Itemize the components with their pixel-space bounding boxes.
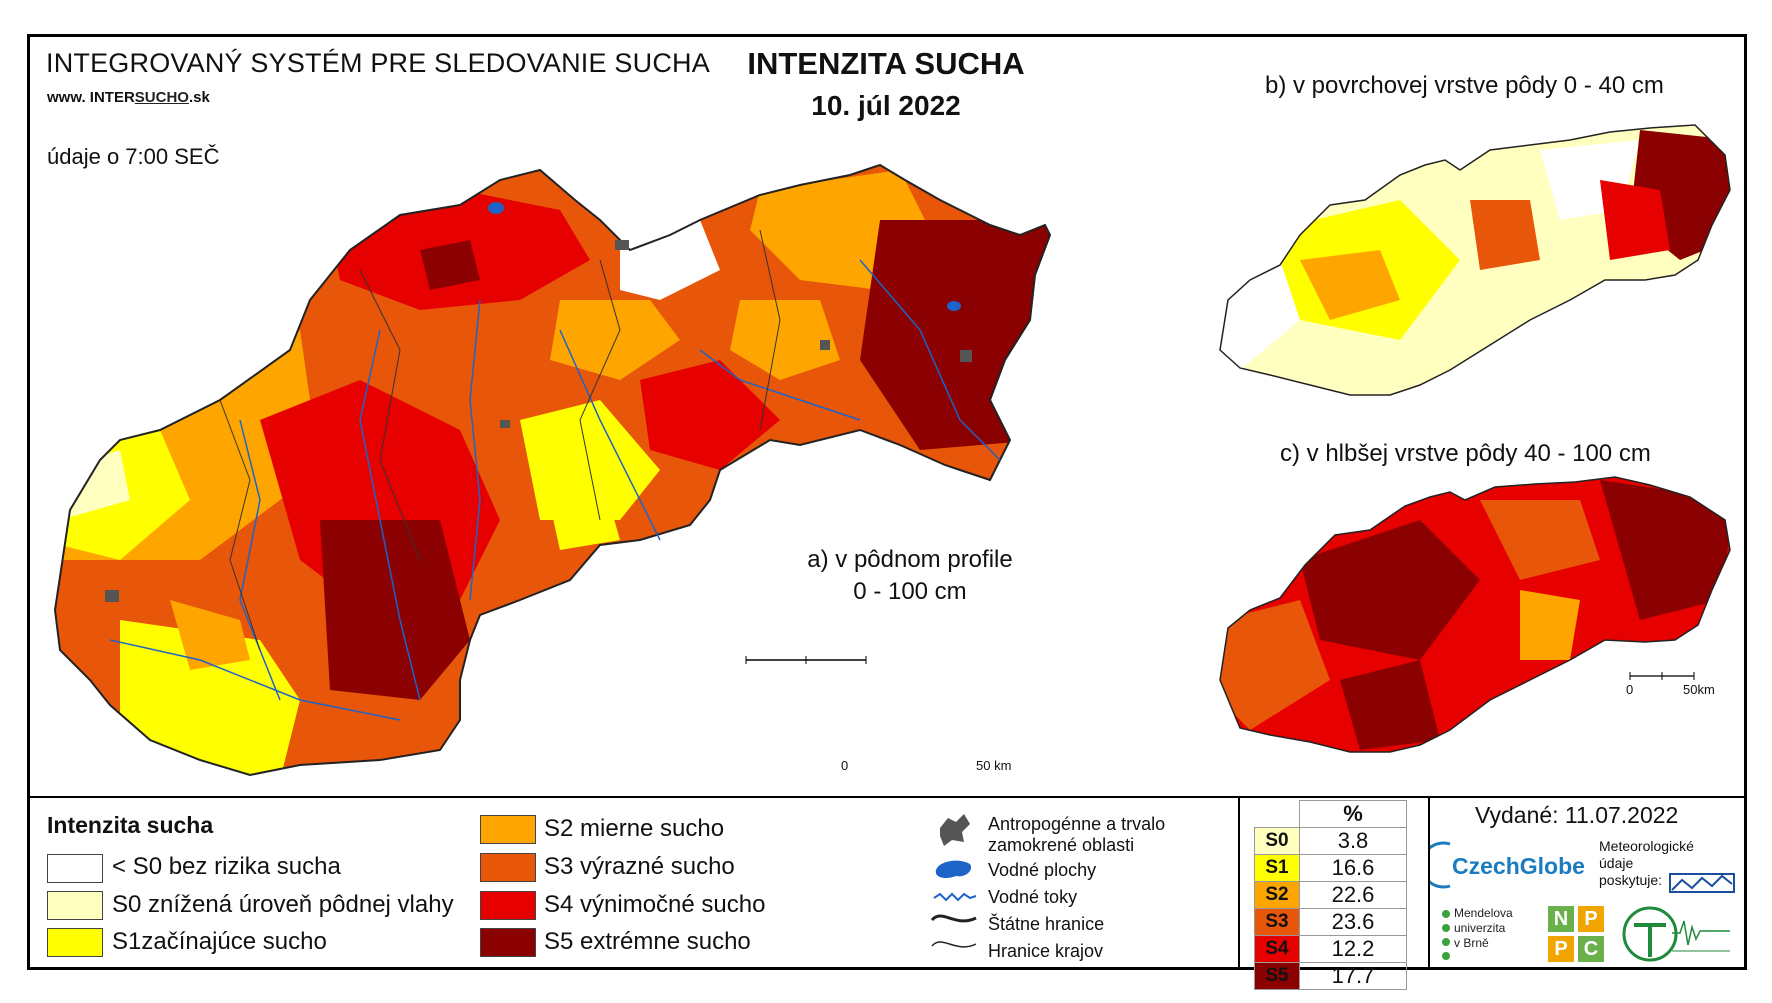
swatch-s0 [47,891,103,920]
symbol-label-urban: Antropogénne a trvalo zamokrené oblasti [988,814,1166,855]
symbol-label-rivers: Vodné toky [988,887,1078,907]
stat-class-s0: S0 [1254,827,1300,855]
stat-value-s4: 12.2 [1299,935,1407,963]
stat-value-s1: 16.6 [1299,854,1407,882]
panel-a-depth: 0 - 100 cm [853,578,967,605]
table-header-row: % [1255,800,1407,828]
scale-bar-small [1629,672,1695,680]
legend-panel [27,796,1747,970]
state-border-icon [930,914,977,923]
region-borders-a [219,229,781,651]
water-bodies-a [488,202,961,311]
mendel-university-logo: Mendelova univerzita v Brně [1454,906,1513,950]
symbol-label-state-borders: Štátne hranice [988,914,1105,934]
stat-value-s0: 3.8 [1299,827,1407,855]
symbol-label-water: Vodné plochy [988,860,1097,880]
swatch-s5 [480,928,536,957]
symbol-label-region-borders: Hranice krajov [988,941,1104,961]
legend-label-s1: S1začínajúce sucho [112,928,327,955]
table-row: S3 23.6 [1254,908,1407,936]
maps-svg [53,124,1731,777]
scale-zero-main: 0 [841,758,849,773]
symbol-icons [930,814,977,948]
panel-c-title: c) v hlbšej vrstve pôdy 40 - 100 cm [1280,440,1651,467]
nppc-logo: N P P C [1548,906,1608,966]
stat-class-s1: S1 [1254,854,1300,882]
meteo-provider-note: Meteorologické údaje poskytuje: [1599,838,1694,888]
map-date: 10. júl 2022 [811,90,961,121]
shmu-logo-icon [1669,873,1735,893]
czechglobe-logo-icon [1430,841,1451,889]
czechglobe-logo-text: CzechGlobe [1452,853,1585,879]
swatch-s2 [480,815,536,844]
drought-statistics-table: % S0 3.8 S1 16.6 S2 22.6 S3 23.6 S4 12.2… [1254,800,1407,990]
region-border-icon [931,941,977,948]
scale-end-main: 50 km [976,758,1012,773]
stat-class-s3: S3 [1254,908,1300,936]
stat-value-s3: 23.6 [1299,908,1407,936]
stat-class-s5: S5 [1254,962,1300,990]
earth-science-institute-logo-icon [1622,906,1730,962]
stat-class-s2: S2 [1254,881,1300,909]
legend-label-below-s0: < S0 bez rizika sucha [112,853,341,880]
divider-1 [1238,797,1240,970]
state-border-b [1219,124,1731,396]
table-row: S2 22.6 [1254,881,1407,909]
data-time-note: údaje o 7:00 SEČ [47,144,220,169]
legend-title: Intenzita sucha [47,812,214,838]
state-border-c [1219,476,1731,753]
swatch-s1 [47,928,103,957]
map-title: INTENZITA SUCHA [747,46,1025,81]
panel-b-title: b) v povrchovej vrstve pôdy 0 - 40 cm [1265,72,1664,99]
swatch-s3 [480,853,536,882]
table-row: S5 17.7 [1254,962,1407,990]
scale-zero-small: 0 [1626,682,1634,697]
river-icon [933,892,977,902]
system-title: INTEGROVANÝ SYSTÉM PRE SLEDOVANIE SUCHA [46,48,710,78]
rivers-a [109,259,1001,721]
state-border-a [53,163,1052,777]
urban-area-icon [940,814,970,846]
stat-value-s2: 22.6 [1299,881,1407,909]
mendel-dots-icon [1442,910,1450,960]
scale-end-small: 50km [1683,682,1715,697]
panel-a-title: a) v pôdnom profile [807,546,1013,573]
legend-label-s4: S4 výnimočné sucho [544,891,766,918]
stat-value-s5: 17.7 [1299,962,1407,990]
table-row: S0 3.8 [1254,827,1407,855]
scale-bar-main [745,656,867,664]
urban-areas-a [105,240,972,602]
table-row: S1 16.6 [1254,854,1407,882]
percent-header: % [1299,800,1407,828]
website-url[interactable]: www. INTERSUCHO.sk [47,89,210,106]
drought-map-b [1220,125,1730,395]
drought-map-c [1220,477,1730,752]
swatch-s4 [480,891,536,920]
legend-label-s2: S2 mierne sucho [544,815,725,842]
legend-label-s3: S3 výrazné sucho [544,853,735,880]
water-body-icon [935,860,972,878]
issued-date: Vydané: 11.07.2022 [1475,802,1679,828]
legend-label-s5: S5 extrémne sucho [544,928,751,955]
drought-map-a [55,165,1050,775]
stat-class-s4: S4 [1254,935,1300,963]
swatch-below-s0 [47,854,103,883]
legend-label-s0: S0 znížená úroveň pôdnej vlahy [112,891,454,918]
table-row: S4 12.2 [1254,935,1407,963]
divider-2 [1428,797,1430,970]
